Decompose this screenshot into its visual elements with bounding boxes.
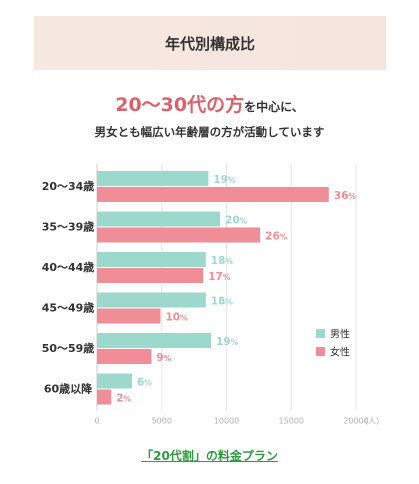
title-banner: 年代別構成比 <box>34 16 386 70</box>
legend-label: 女性 <box>330 346 350 359</box>
bar-male <box>97 211 221 227</box>
bar-female <box>97 308 161 324</box>
plan-link[interactable]: 「20代割」の料金プラン <box>141 449 278 463</box>
data-label: 19% <box>213 174 236 186</box>
headline-emphasis: 20～30代の方 <box>115 94 245 116</box>
bar-male <box>97 252 206 267</box>
bar-male <box>97 373 132 389</box>
bar-male <box>97 292 206 308</box>
legend-swatch <box>316 347 325 356</box>
bar-female <box>97 268 204 283</box>
headline-rest: を中心に、 <box>244 100 304 114</box>
bar-female <box>97 389 112 405</box>
headline: 20～30代の方を中心に、 <box>0 92 419 120</box>
data-label: 2% <box>116 393 131 405</box>
data-label: 17% <box>208 271 231 283</box>
legend-label: 男性 <box>330 328 350 341</box>
x-tick-label: 20000 <box>343 417 368 426</box>
bar-male <box>97 171 209 186</box>
category-label: 50～59歳 <box>42 341 95 355</box>
bar-female <box>97 227 261 243</box>
x-unit-label: （人） <box>360 417 384 426</box>
category-label: 40～44歳 <box>42 260 95 274</box>
category-label: 20～34歳 <box>42 179 95 193</box>
category-label: 60歳以降 <box>44 382 93 396</box>
category-label: 45～49歳 <box>42 301 95 315</box>
category-label: 35～39歳 <box>42 220 95 234</box>
x-tick-label: 0 <box>94 417 99 426</box>
x-tick-label: 5000 <box>152 417 172 426</box>
data-label: 9% <box>156 352 171 364</box>
legend-swatch <box>316 329 325 338</box>
data-label: 18% <box>211 296 234 308</box>
data-label: 20% <box>225 215 248 227</box>
data-label: 26% <box>265 231 288 243</box>
x-tick-label: 10000 <box>214 417 239 426</box>
page-title: 年代別構成比 <box>164 35 255 53</box>
bar-male <box>97 333 211 348</box>
bar-female <box>97 349 152 364</box>
headline-subline: 男女とも幅広い年齢層の方が活動しています <box>94 125 325 139</box>
data-label: 10% <box>165 312 188 324</box>
data-label: 6% <box>137 377 152 389</box>
data-label: 18% <box>211 255 234 267</box>
data-label: 36% <box>334 190 357 202</box>
age-distribution-chart: 0 5000 10000 15000 20000（人） 20～34歳 19% 36% 35～39… <box>42 164 384 426</box>
x-tick-label: 15000 <box>279 417 304 426</box>
data-label: 19% <box>216 336 239 348</box>
bar-female <box>97 187 329 202</box>
